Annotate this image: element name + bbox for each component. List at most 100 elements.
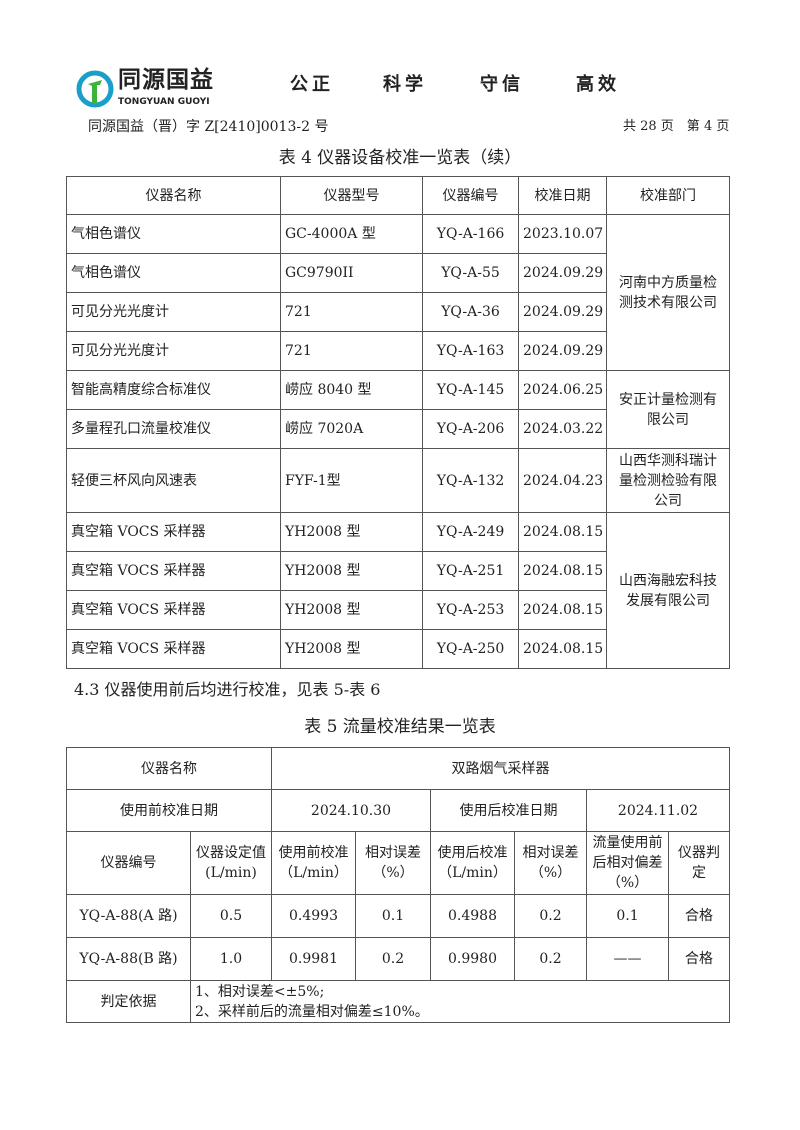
pre-date-label: 使用前校准日期 [66,789,272,832]
calibration-department: 山西海融宏科技发展有限公司 [606,512,730,669]
table-row: YQ-A-88(A 路) 0.5 0.4993 0.1 0.4988 0.2 0.1 合格 [66,894,731,938]
calibration-date: 2024.09.29 [518,292,607,332]
instrument-id: YQ-A-206 [422,409,519,449]
pre-date: 2024.10.30 [271,789,431,832]
table-cell: 合格 [667,937,731,981]
logo-icon [76,70,114,108]
calibration-date: 2023.10.07 [518,214,607,254]
header-cell: 流量使用前后相对偏差（%） [586,831,669,895]
calibration-date: 2024.08.15 [518,590,607,630]
calibration-date: 2024.06.25 [518,370,607,410]
table-cell: 0.2 [355,937,431,981]
calibration-date: 2024.04.23 [518,448,607,513]
instrument-name: 智能高精度综合标准仪 [66,370,281,410]
motto-3: 守信 [480,74,524,95]
table-row: 真空箱 VOCS 采样器 YH2008 型 YQ-A-253 2024.08.15 [66,590,730,630]
instrument-name: 真空箱 VOCS 采样器 [66,590,281,630]
calibration-date: 2024.08.15 [518,629,607,669]
calibration-date: 2024.09.29 [518,331,607,371]
table-cell: 0.9980 [430,937,515,981]
model: YH2008 型 [280,590,423,630]
table-cell: 0.2 [514,937,587,981]
header-cell: 使用后校准（L/min） [430,831,515,895]
basis-line: 2、采样前后的流量相对偏差≤10%。 [195,1003,429,1020]
table-cell: 0.9981 [271,937,356,981]
table-cell: YQ-A-88(B 路) [66,937,191,981]
table-cell: —— [586,937,669,981]
instrument-name: 真空箱 VOCS 采样器 [66,629,281,669]
document-number: 同源国益（晋）字 Z[2410]0013-2 号 [88,119,329,135]
table-row: 真空箱 VOCS 采样器 YH2008 型 YQ-A-249 2024.08.15 山西… [66,512,730,669]
instrument-name: 多量程孔口流量校准仪 [66,409,281,449]
header-cell: 仪器设定值(L/min) [190,831,272,895]
instrument-id: YQ-A-250 [422,629,519,669]
instrument-id: YQ-A-166 [422,214,519,254]
instrument-id: YQ-A-55 [422,253,519,293]
model: 721 [280,292,423,332]
instrument-name: 可见分光光度计 [66,331,281,371]
page-info: 共 28 页 第 4 页 [623,119,730,134]
table-row: 气相色谱仪 GC9790II YQ-A-55 2024.09.29 [66,253,730,293]
calibration-date: 2024.03.22 [518,409,607,449]
section-heading: 4.3 仪器使用前后均进行校准，见表 5-表 6 [74,680,381,699]
model: FYF-1型 [280,448,423,513]
table-header-row: 仪器名称 仪器型号 仪器编号 校准日期 校准部门 [66,176,730,215]
post-date: 2024.11.02 [585,789,731,832]
table-cell: 合格 [667,894,731,938]
header-cell: 校准日期 [518,176,607,215]
model: 721 [280,331,423,371]
header-cell: 校准部门 [606,176,730,215]
table-row: 智能高精度综合标准仪 崂应 8040 型 YQ-A-145 2024.06.25 安正计… [66,370,730,449]
instrument-id: YQ-A-163 [422,331,519,371]
table4-title: 表 4 仪器设备校准一览表（续） [278,148,522,168]
table-row: 多量程孔口流量校准仪 崂应 7020A YQ-A-206 2024.03.22 [66,409,730,449]
calibration-date: 2024.08.15 [518,512,607,552]
header-cell: 仪器编号 [422,176,519,215]
table-cell: 0.2 [514,894,587,938]
table-cell: 0.1 [355,894,431,938]
table5-title: 表 5 流量校准结果一览表 [304,717,496,737]
instrument-id: YQ-A-145 [422,370,519,410]
calibration-department: 山西华测科瑞计量检测检验有限公司 [606,448,730,513]
header-cell: 相对误差（%） [514,831,587,895]
header-cell: 相对误差（%） [355,831,431,895]
motto-2: 科学 [383,74,427,95]
instrument-name: 气相色谱仪 [66,214,281,254]
instrument-name: 可见分光光度计 [66,292,281,332]
model: YH2008 型 [280,512,423,552]
instrument-id: YQ-A-249 [422,512,519,552]
instrument-id: YQ-A-132 [422,448,519,513]
table-row: 真空箱 VOCS 采样器 YH2008 型 YQ-A-251 2024.08.15 [66,551,730,591]
model: YH2008 型 [280,629,423,669]
model: GC-4000A 型 [280,214,423,254]
table-cell: 0.4988 [430,894,515,938]
document-body: 表 4 仪器设备校准一览表（续） 仪器名称 仪器型号 仪器编号 校准日期 校准部… [0,144,800,1023]
motto-1: 公正 [290,74,334,95]
instrument-name: 轻便三杯风向风速表 [66,448,281,513]
motto-4: 高效 [576,74,620,95]
model: 崂应 8040 型 [280,370,423,410]
table-cell: 1.0 [190,937,272,981]
name-label: 仪器名称 [66,747,272,790]
header-cell: 仪器名称 [66,176,281,215]
instrument-id: YQ-A-253 [422,590,519,630]
model: YH2008 型 [280,551,423,591]
table-cell: 0.5 [190,894,272,938]
instrument-name: 真空箱 VOCS 采样器 [66,551,281,591]
header-cell: 使用前校准（L/min） [271,831,356,895]
header-cell: 仪器编号 [66,831,191,895]
table-cell: YQ-A-88(A 路) [66,894,191,938]
basis-label: 判定依据 [66,980,191,1023]
table-cell: 0.1 [586,894,669,938]
calibration-department: 安正计量检测有限公司 [606,370,730,449]
instrument-name: 气相色谱仪 [66,253,281,293]
flow-calibration-table: 仪器名称 双路烟气采样器 使用前校准日期 2024.10.30 使用后校准日期 … [66,747,731,1023]
table-row: YQ-A-88(B 路) 1.0 0.9981 0.2 0.9980 0.2 —— 合格 [66,937,731,981]
post-date-label: 使用后校准日期 [430,789,587,832]
logo-text: 同源国益 [118,67,214,93]
table-row: 气相色谱仪 GC-4000A 型 YQ-A-166 2023.10.07 河南中方质量检… [66,214,730,371]
instrument-id: YQ-A-251 [422,551,519,591]
table-row: 轻便三杯风向风速表 FYF-1型 YQ-A-132 2024.04.23 山西华测科瑞计… [66,448,730,513]
header-cell: 仪器型号 [280,176,423,215]
